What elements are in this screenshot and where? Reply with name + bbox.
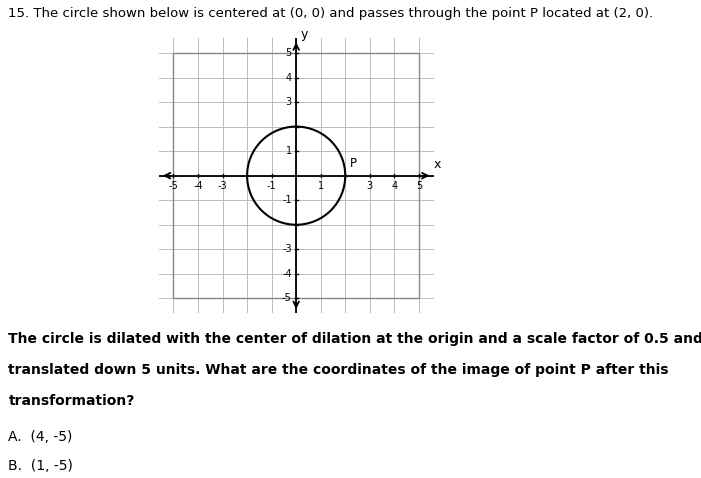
Text: -1: -1 <box>267 181 276 191</box>
Text: The circle is dilated with the center of dilation at the origin and a scale fact: The circle is dilated with the center of… <box>8 332 701 346</box>
Text: -3: -3 <box>282 244 292 254</box>
Text: 1: 1 <box>285 146 292 156</box>
Text: -5: -5 <box>169 181 178 191</box>
Text: y: y <box>301 28 308 41</box>
Text: 3: 3 <box>285 97 292 107</box>
Text: 1: 1 <box>318 181 324 191</box>
Text: x: x <box>434 158 441 171</box>
Text: transformation?: transformation? <box>8 394 135 408</box>
Text: -4: -4 <box>193 181 203 191</box>
Text: -4: -4 <box>282 269 292 279</box>
Text: B.  (1, -5): B. (1, -5) <box>8 459 74 473</box>
Text: -5: -5 <box>282 293 292 304</box>
Text: 3: 3 <box>367 181 373 191</box>
Text: -3: -3 <box>218 181 227 191</box>
Text: translated down 5 units. What are the coordinates of the image of point P after : translated down 5 units. What are the co… <box>8 363 669 377</box>
Text: 4: 4 <box>285 73 292 83</box>
Bar <box>173 53 419 298</box>
Text: -1: -1 <box>282 195 292 205</box>
Text: 15. The circle shown below is centered at (0, 0) and passes through the point P : 15. The circle shown below is centered a… <box>8 7 653 20</box>
Text: P: P <box>350 156 358 170</box>
Text: 4: 4 <box>391 181 397 191</box>
Text: 5: 5 <box>285 48 292 58</box>
Text: 5: 5 <box>416 181 422 191</box>
Text: A.  (4, -5): A. (4, -5) <box>8 430 73 444</box>
